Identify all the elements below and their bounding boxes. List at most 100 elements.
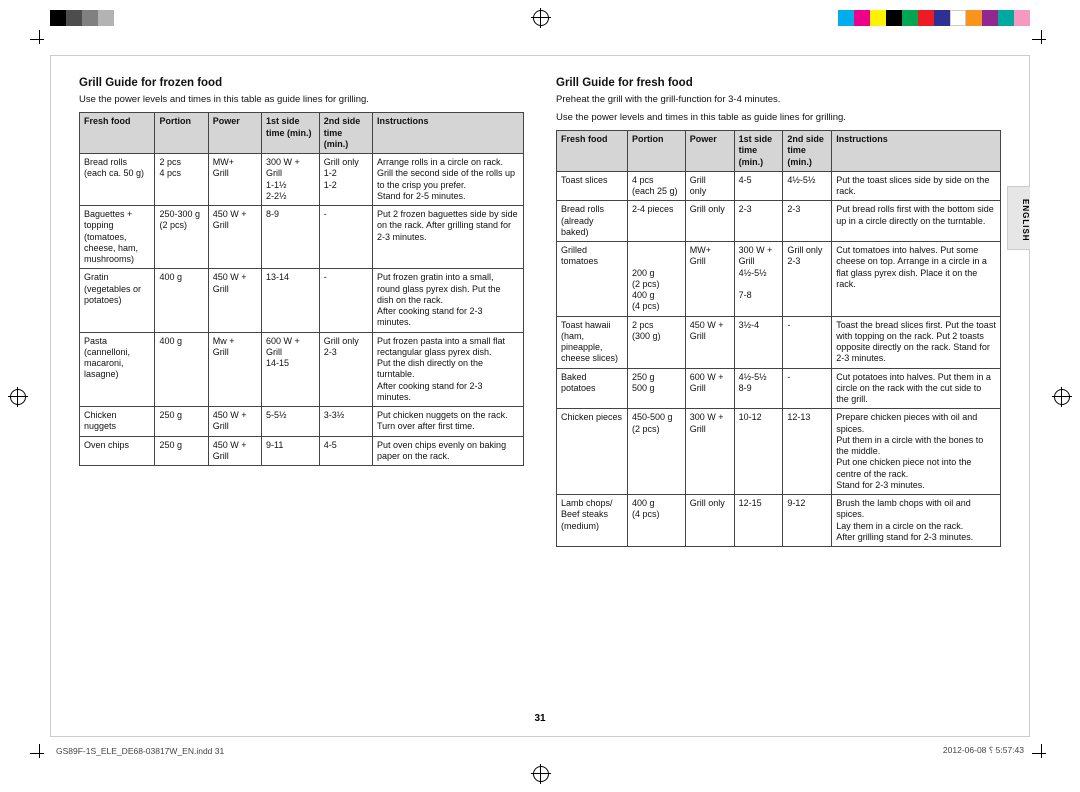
table-cell: Grill only 2-3 (319, 332, 372, 407)
column-header: Power (208, 113, 261, 154)
crop-mark (1032, 30, 1050, 48)
table-cell: 300 W + Grill 1-1½ 2-2½ (262, 154, 320, 206)
table-cell: Baguettes + topping (tomatoes, cheese, h… (80, 206, 155, 269)
table-cell: 2 pcs (300 g) (628, 316, 686, 368)
fresh-title: Grill Guide for fresh food (556, 76, 1001, 90)
column-header: Portion (628, 131, 686, 172)
table-cell: 12-15 (734, 495, 783, 547)
table-cell: Lamb chops/ Beef steaks (medium) (557, 495, 628, 547)
table-header-row: Fresh foodPortionPower1st side time (min… (557, 131, 1001, 172)
color-swatch (966, 10, 982, 26)
color-swatch (918, 10, 934, 26)
color-swatch (886, 10, 902, 26)
registration-mark (10, 389, 26, 405)
right-column: Grill Guide for fresh food Preheat the g… (556, 76, 1001, 722)
table-cell: 450 W + Grill (208, 206, 261, 269)
table-cell: 2 pcs 4 pcs (155, 154, 208, 206)
fresh-intro1: Preheat the grill with the grill-functio… (556, 94, 1001, 106)
footer-filename: GS89F-1S_ELE_DE68-03817W_EN.indd 31 (56, 746, 224, 756)
table-cell: Cut potatoes into halves. Put them in a … (832, 368, 1001, 409)
table-cell: Put bread rolls first with the bottom si… (832, 201, 1001, 242)
table-cell: Grill only (685, 171, 734, 201)
table-cell: MW+ Grill (208, 154, 261, 206)
table-cell: 300 W + Grill (685, 409, 734, 495)
table-row: Toast hawaii (ham, pineapple, cheese sli… (557, 316, 1001, 368)
color-swatch (98, 10, 114, 26)
table-cell: 8-9 (262, 206, 320, 269)
color-swatch (902, 10, 918, 26)
table-cell: - (783, 368, 832, 409)
registration-mark (533, 766, 549, 782)
table-row: Grilled tomatoes 200 g (2 pcs) 400 g (4 … (557, 242, 1001, 317)
table-row: Chicken pieces450-500 g (2 pcs)300 W + G… (557, 409, 1001, 495)
left-column: Grill Guide for frozen food Use the powe… (79, 76, 524, 722)
table-cell: MW+ Grill (685, 242, 734, 317)
table-cell: 4-5 (319, 436, 372, 466)
table-row: Oven chips250 g450 W + Grill9-114-5Put o… (80, 436, 524, 466)
frozen-table: Fresh foodPortionPower1st side time (min… (79, 112, 524, 466)
table-cell: 13-14 (262, 269, 320, 332)
table-cell: Put 2 frozen baguettes side by side on t… (372, 206, 523, 269)
table-cell: Bread rolls (already baked) (557, 201, 628, 242)
table-cell: Toast the bread slices first. Put the to… (832, 316, 1001, 368)
page-number: 31 (534, 713, 545, 724)
table-cell: Cut tomatoes into halves. Put some chees… (832, 242, 1001, 317)
table-cell: 9-12 (783, 495, 832, 547)
table-cell: 450 W + Grill (208, 269, 261, 332)
column-header: Fresh food (557, 131, 628, 172)
table-row: Baked potatoes250 g 500 g600 W + Grill4½… (557, 368, 1001, 409)
crop-mark (30, 30, 48, 48)
column-header: Power (685, 131, 734, 172)
crop-mark (1032, 744, 1050, 762)
table-cell: Grill only 2-3 (783, 242, 832, 317)
table-cell: Bread rolls (each ca. 50 g) (80, 154, 155, 206)
table-cell: Put frozen gratin into a small, round gl… (372, 269, 523, 332)
table-cell: 600 W + Grill (685, 368, 734, 409)
table-cell: 2-4 pieces (628, 201, 686, 242)
table-cell: Toast hawaii (ham, pineapple, cheese sli… (557, 316, 628, 368)
column-header: Portion (155, 113, 208, 154)
column-header: 1st side time (min.) (734, 131, 783, 172)
table-cell: 250-300 g (2 pcs) (155, 206, 208, 269)
table-cell: Gratin (vegetables or potatoes) (80, 269, 155, 332)
fresh-intro2: Use the power levels and times in this t… (556, 112, 1001, 124)
color-swatch (982, 10, 998, 26)
table-cell: 4-5 (734, 171, 783, 201)
table-row: Gratin (vegetables or potatoes)400 g450 … (80, 269, 524, 332)
footer-timestamp: 2012-06-08 ⸮ 5:57:43 (943, 745, 1024, 756)
table-cell: 450 W + Grill (208, 436, 261, 466)
table-cell: Grill only (685, 495, 734, 547)
color-swatch (838, 10, 854, 26)
column-header: Instructions (372, 113, 523, 154)
table-cell: 5-5½ (262, 407, 320, 437)
table-cell: Grill only (685, 201, 734, 242)
table-header-row: Fresh foodPortionPower1st side time (min… (80, 113, 524, 154)
table-cell: Grilled tomatoes (557, 242, 628, 317)
registration-mark (533, 10, 549, 26)
table-cell: 4½-5½ 8-9 (734, 368, 783, 409)
color-swatch (870, 10, 886, 26)
table-cell: Mw + Grill (208, 332, 261, 407)
table-cell: Chicken nuggets (80, 407, 155, 437)
color-swatch (82, 10, 98, 26)
color-swatch (66, 10, 82, 26)
table-row: Lamb chops/ Beef steaks (medium)400 g (4… (557, 495, 1001, 547)
table-cell: 4½-5½ (783, 171, 832, 201)
table-cell: 2-3 (734, 201, 783, 242)
table-cell: 250 g (155, 436, 208, 466)
page-frame: ENGLISH Grill Guide for frozen food Use … (50, 55, 1030, 737)
table-cell: Grill only 1-2 1-2 (319, 154, 372, 206)
table-cell: 450 W + Grill (208, 407, 261, 437)
table-cell: - (319, 206, 372, 269)
table-row: Bread rolls (each ca. 50 g)2 pcs 4 pcsMW… (80, 154, 524, 206)
language-tab: ENGLISH (1007, 186, 1030, 250)
table-cell: 400 g (155, 332, 208, 407)
color-swatch (1014, 10, 1030, 26)
table-cell: 600 W + Grill 14-15 (262, 332, 320, 407)
column-header: Fresh food (80, 113, 155, 154)
table-cell: 200 g (2 pcs) 400 g (4 pcs) (628, 242, 686, 317)
table-cell: 2-3 (783, 201, 832, 242)
table-cell: 9-11 (262, 436, 320, 466)
table-cell: Baked potatoes (557, 368, 628, 409)
table-cell: Toast slices (557, 171, 628, 201)
